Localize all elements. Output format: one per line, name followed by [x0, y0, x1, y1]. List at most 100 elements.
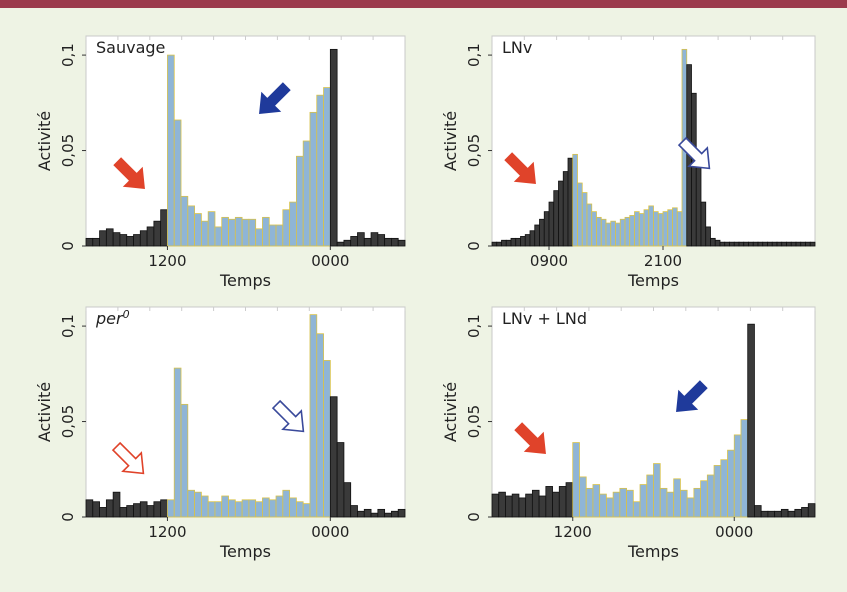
- bar: [558, 486, 567, 518]
- plot-area: [85, 35, 406, 247]
- bar: [624, 216, 631, 247]
- bar: [85, 499, 94, 518]
- x-axis-label: Temps: [219, 271, 271, 290]
- y-tick-label: 0: [465, 512, 483, 522]
- bar: [207, 211, 216, 247]
- arrow-2-1-filled-icon: [504, 152, 536, 184]
- bar: [662, 211, 669, 247]
- bar: [275, 495, 284, 518]
- bar: [119, 507, 128, 518]
- bar: [619, 487, 627, 518]
- bar: [795, 241, 802, 247]
- bar: [606, 497, 614, 518]
- bar: [214, 501, 223, 518]
- y-tick-label: 0,05: [465, 405, 483, 438]
- bar: [552, 491, 560, 518]
- bar: [496, 241, 502, 247]
- bar: [92, 501, 100, 518]
- bar: [126, 505, 134, 518]
- bar: [173, 367, 182, 518]
- bar: [112, 491, 121, 518]
- bar: [757, 241, 764, 247]
- bar: [391, 510, 399, 518]
- bar: [99, 507, 107, 518]
- panel-title: Sauvage: [96, 38, 165, 57]
- bar: [748, 241, 754, 247]
- y-axis-label: Activité: [35, 111, 54, 171]
- bar: [511, 493, 520, 518]
- bar: [160, 209, 168, 247]
- y-tick-label: 0: [59, 512, 77, 522]
- bar: [538, 495, 547, 518]
- bar: [221, 216, 229, 247]
- bar: [241, 499, 250, 518]
- bar: [738, 241, 745, 247]
- bar: [807, 503, 816, 518]
- panel-title: per0: [95, 308, 130, 328]
- bar: [524, 234, 531, 247]
- bar: [724, 241, 730, 247]
- bar: [705, 226, 711, 247]
- bar: [543, 211, 550, 247]
- bar: [787, 510, 796, 518]
- bar: [599, 493, 607, 518]
- x-tick-label: 0000: [311, 252, 349, 270]
- bar: [377, 234, 386, 247]
- bar: [659, 487, 668, 518]
- bar: [657, 213, 664, 247]
- bar: [510, 237, 517, 247]
- bar: [187, 205, 195, 247]
- bar: [605, 222, 612, 247]
- bar: [565, 482, 574, 518]
- arrow-4-2-filled-icon: [676, 380, 708, 412]
- bar: [248, 218, 257, 247]
- bar: [572, 442, 580, 518]
- bar: [673, 478, 681, 518]
- bar: [646, 474, 654, 518]
- x-tick-label: 1200: [554, 523, 592, 541]
- x-tick-label: 0000: [311, 523, 349, 541]
- bar: [762, 241, 768, 247]
- bar: [615, 222, 621, 247]
- y-tick-label: 0,1: [59, 314, 77, 338]
- bar: [767, 510, 776, 518]
- bar: [567, 157, 574, 247]
- top-accent-bar: [0, 0, 847, 8]
- y-tick-label: 0,1: [465, 314, 483, 338]
- bar: [329, 396, 338, 518]
- bar: [632, 501, 641, 518]
- bar: [634, 211, 640, 247]
- y-tick-label: 0,05: [59, 405, 77, 438]
- bar: [596, 216, 602, 247]
- bar: [316, 333, 324, 518]
- bar: [638, 213, 645, 247]
- bar: [729, 241, 735, 247]
- bar: [370, 512, 379, 518]
- bar: [743, 241, 749, 247]
- chart-panel-4: 0 0,05 0,1 1200 0000 Temps Activité LNv + LNd: [441, 306, 816, 561]
- y-tick-label: 0,1: [465, 43, 483, 67]
- bar: [282, 209, 291, 247]
- y-axis-label: Activité: [35, 382, 54, 442]
- bar: [693, 487, 702, 518]
- bar: [639, 484, 648, 518]
- bar: [572, 153, 578, 247]
- bar: [391, 237, 399, 247]
- bar: [710, 237, 716, 247]
- bar: [255, 228, 263, 247]
- bar: [545, 486, 553, 518]
- bar: [112, 232, 121, 247]
- bar: [548, 201, 555, 247]
- bar: [262, 216, 270, 247]
- bar: [343, 482, 352, 518]
- bar: [336, 241, 345, 247]
- y-tick-label: 0: [59, 241, 77, 251]
- bar: [363, 508, 372, 518]
- bar: [666, 491, 675, 518]
- bar: [800, 241, 806, 247]
- bar: [139, 501, 148, 518]
- bar: [167, 499, 175, 518]
- bar: [781, 241, 787, 247]
